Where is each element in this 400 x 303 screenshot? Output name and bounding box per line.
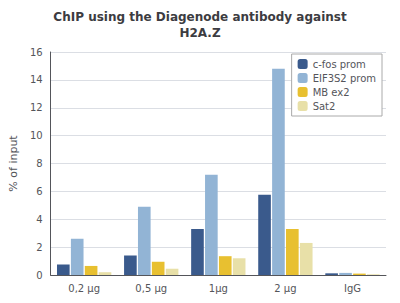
svg-text:6: 6 xyxy=(36,186,42,197)
svg-text:2: 2 xyxy=(36,242,42,253)
svg-text:ChIP using the Diagenode antib: ChIP using the Diagenode antibody agains… xyxy=(53,10,347,24)
svg-text:8: 8 xyxy=(36,158,42,169)
svg-text:0,5 μg: 0,5 μg xyxy=(135,283,167,294)
svg-text:0,2 μg: 0,2 μg xyxy=(68,283,100,294)
svg-text:14: 14 xyxy=(30,74,43,85)
svg-text:0: 0 xyxy=(36,270,42,281)
svg-text:10: 10 xyxy=(30,130,43,141)
svg-text:EIF3S2 prom: EIF3S2 prom xyxy=(313,73,376,84)
svg-text:4: 4 xyxy=(36,214,42,225)
svg-text:12: 12 xyxy=(30,102,43,113)
svg-text:% of input: % of input xyxy=(7,135,20,192)
svg-text:MB ex2: MB ex2 xyxy=(313,87,350,98)
svg-text:Sat2: Sat2 xyxy=(313,101,336,112)
svg-text:H2A.Z: H2A.Z xyxy=(179,26,220,40)
svg-text:16: 16 xyxy=(30,47,43,58)
svg-text:c-fos prom: c-fos prom xyxy=(313,59,366,70)
svg-text:IgG: IgG xyxy=(344,283,361,294)
svg-text:2 μg: 2 μg xyxy=(274,283,296,294)
svg-text:1μg: 1μg xyxy=(209,283,228,294)
